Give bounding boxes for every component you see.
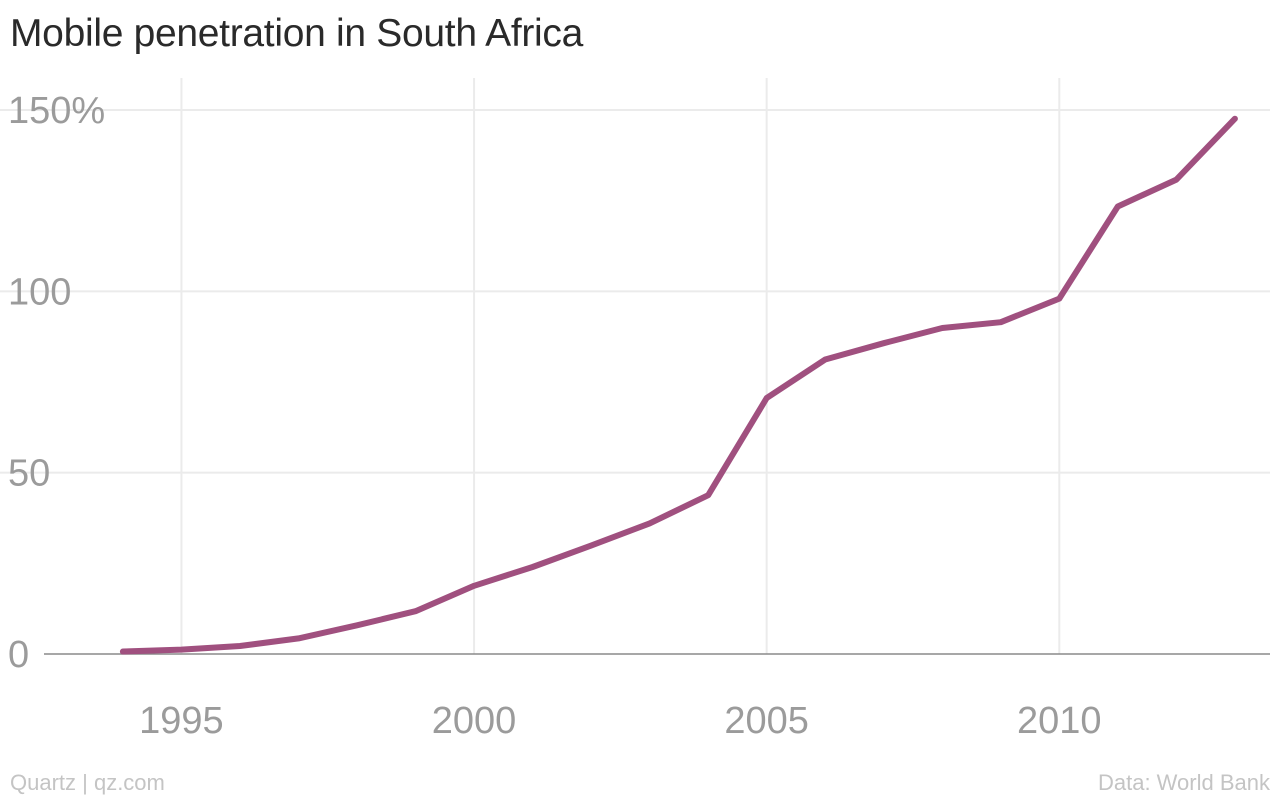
data-point	[705, 492, 711, 498]
y-tick-labels: 0 50 100 150%	[8, 90, 105, 676]
x-tick-labels: 1995 2000 2005 2010	[139, 700, 1101, 742]
y-tick-label: 50	[8, 453, 50, 495]
data-point	[647, 520, 653, 526]
data-point	[588, 543, 594, 549]
data-point	[354, 622, 360, 628]
data-point	[1115, 203, 1121, 209]
data-point	[178, 647, 184, 653]
x-tick-label: 1995	[139, 700, 224, 742]
chart-title: Mobile penetration in South Africa	[10, 12, 583, 55]
data-point	[295, 635, 301, 641]
data-point	[1173, 177, 1179, 183]
x-tick-label: 2010	[1017, 700, 1102, 742]
data-point	[998, 319, 1004, 325]
data-point	[471, 583, 477, 589]
grid-lines	[0, 78, 1270, 654]
source-label: Data: World Bank	[1097, 770, 1270, 795]
data-point	[413, 608, 419, 614]
data-point	[881, 340, 887, 346]
data-point	[1056, 296, 1062, 302]
data-point	[120, 648, 126, 654]
data-point	[237, 643, 243, 649]
series-line	[119, 115, 1238, 655]
x-tick-label: 2000	[432, 700, 517, 742]
data-point	[822, 357, 828, 363]
data-point	[939, 325, 945, 331]
data-point	[530, 564, 536, 570]
x-tick-label: 2005	[724, 700, 809, 742]
y-tick-label: 0	[8, 634, 29, 676]
y-tick-label: 150%	[8, 90, 105, 132]
credit-label: Quartz | qz.com	[10, 770, 165, 795]
data-point	[1232, 116, 1238, 122]
y-tick-label: 100	[8, 271, 71, 313]
series-layer	[119, 115, 1238, 655]
data-point	[764, 395, 770, 401]
